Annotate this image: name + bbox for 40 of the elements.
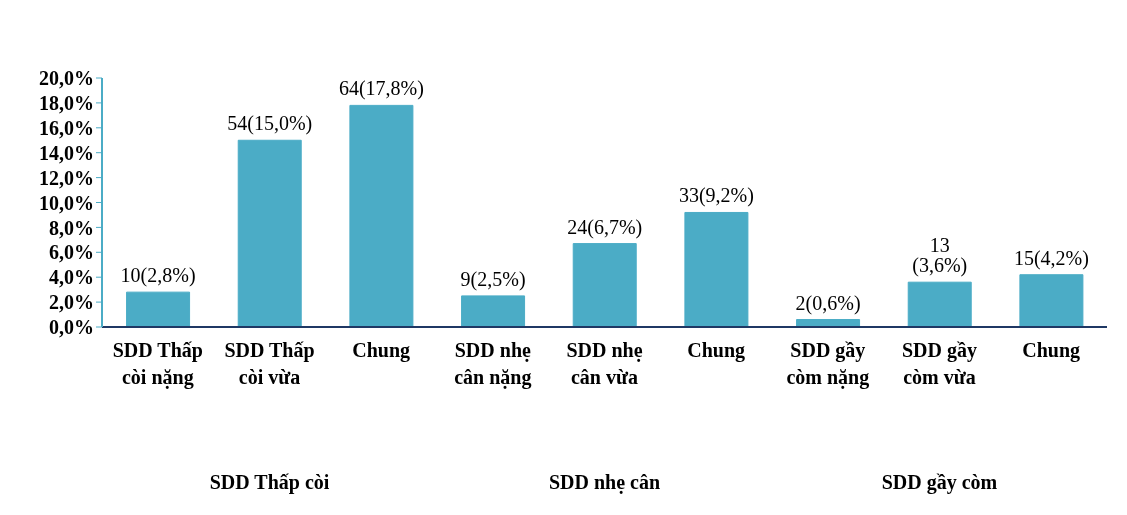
bar (1019, 274, 1084, 327)
text: SDD nhẹ cân (547, 471, 662, 494)
x-tick-label: SDD Thấp còi nặng (112, 339, 203, 389)
data-label: 24(6,7%) (567, 215, 643, 239)
text: SDD Thấp còi (208, 471, 331, 494)
bar (907, 281, 972, 327)
text: SDD gầy còm (880, 471, 999, 494)
y-tick-label: 20,0% (39, 67, 94, 90)
y-tick-label: 12,0% (39, 166, 94, 189)
x-tick-label: Chung (1022, 339, 1081, 362)
bar (237, 139, 302, 327)
x-tick-label: SDD nhẹ cân vừa (566, 339, 643, 388)
y-tick-label: 0,0% (49, 316, 94, 339)
x-tick-label: Chung (352, 339, 411, 362)
y-tick-label: 8,0% (49, 216, 94, 239)
data-label: 64(17,8%) (338, 77, 424, 101)
data-label: 15(4,2%) (1013, 246, 1089, 270)
bar (349, 104, 414, 327)
data-label: 33(9,2%) (678, 184, 754, 208)
y-tick-label: 18,0% (39, 92, 94, 114)
bar (461, 295, 526, 327)
y-tick-label: 10,0% (39, 191, 94, 214)
bar (126, 291, 191, 327)
y-tick-label: 2,0% (49, 291, 94, 314)
data-label: 13 (3,6%) (912, 234, 968, 278)
data-label: 10(2,8%) (120, 264, 196, 288)
bar (572, 243, 637, 327)
y-tick-label: 6,0% (49, 241, 94, 264)
x-tick-label: SDD nhẹ cân nặng (454, 339, 532, 389)
bar (684, 211, 749, 327)
x-tick-label: Chung (687, 339, 746, 362)
x-tick-label: SDD Thấp còi vừa (224, 339, 315, 388)
x-tick-label: SDD gầy còm vừa (901, 339, 978, 388)
x-tick-label: SDD gầy còm nặng (786, 339, 870, 389)
data-label: 2(0,6%) (795, 291, 861, 315)
y-tick-label: 4,0% (49, 266, 94, 289)
data-label: 54(15,0%) (227, 112, 313, 136)
y-tick-label: 14,0% (39, 141, 94, 164)
y-tick-label: 16,0% (39, 116, 94, 139)
data-label: 9(2,5%) (460, 267, 526, 291)
